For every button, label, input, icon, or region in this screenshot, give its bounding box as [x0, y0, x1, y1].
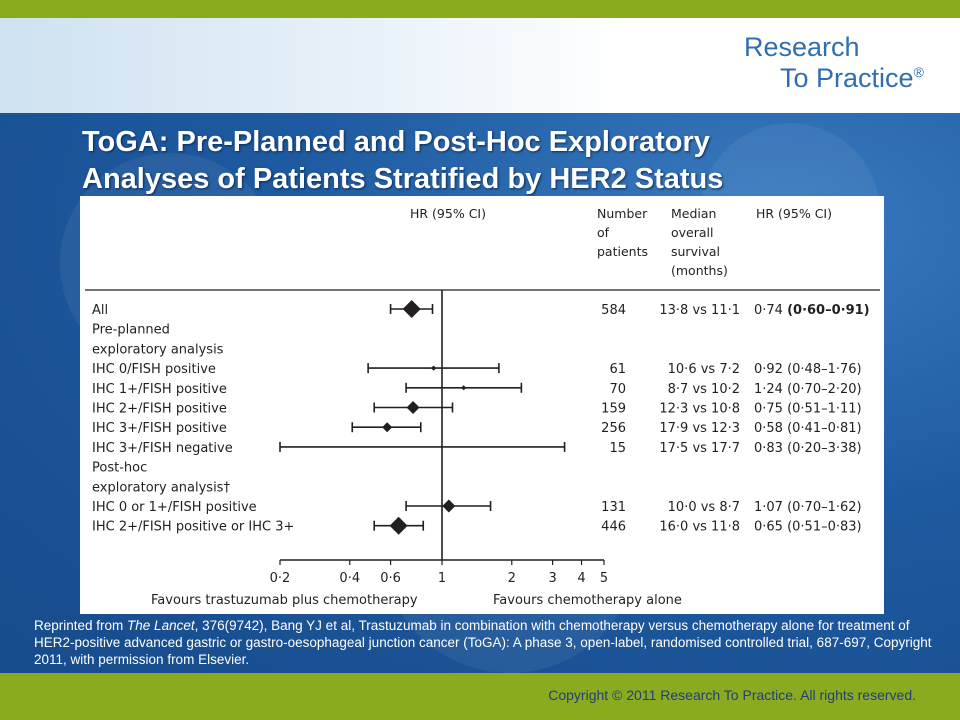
- row-ci-value: (0·60–0·91): [787, 303, 870, 318]
- row-hr-ci: 0·92 (0·48–1·76): [754, 362, 862, 377]
- row-label: IHC 0/FISH positive: [92, 362, 216, 377]
- hr-marker: [389, 516, 408, 535]
- row-label: IHC 3+/FISH positive: [92, 421, 227, 436]
- footer-bar: [0, 673, 960, 720]
- row-n: 584: [601, 303, 626, 318]
- row-ci-value: (0·51–0·83): [787, 520, 862, 535]
- header-median-survival: Median: [671, 206, 716, 221]
- row-n: 446: [601, 520, 626, 535]
- hr-marker: [461, 385, 467, 391]
- citation-journal: The Lancet: [127, 618, 195, 633]
- row-label: All: [92, 303, 108, 318]
- logo-line1: Research: [744, 32, 860, 62]
- header-number-of-patients: Number: [597, 206, 648, 221]
- row-median: 17·5 vs 17·7: [659, 441, 740, 456]
- copyright-text: Copyright © 2011 Research To Practice. A…: [548, 687, 916, 703]
- x-tick-label: 5: [600, 571, 608, 586]
- row-label: Post-hoc: [92, 461, 147, 476]
- row-ci-value: (0·20–3·38): [787, 441, 862, 456]
- row-n: 131: [601, 500, 626, 515]
- x-tick-label: 0·2: [270, 571, 291, 586]
- header-median-survival: survival: [671, 244, 720, 259]
- favours-left-label: Favours trastuzumab plus chemotherapy: [151, 593, 418, 608]
- forest-plot-panel: HR (95% CI) Number of patients Median overall…: [80, 196, 884, 614]
- row-label: IHC 1+/FISH positive: [92, 382, 227, 397]
- header-median-survival: overall: [671, 225, 713, 240]
- x-tick-label: 2: [508, 571, 516, 586]
- header-number-of-patients: patients: [597, 244, 648, 259]
- row-median: 10·0 vs 8·7: [668, 500, 740, 515]
- row-ci-value: (0·48–1·76): [787, 362, 862, 377]
- row-hr-ci: 0·83 (0·20–3·38): [754, 441, 862, 456]
- row-label: Pre-planned: [92, 323, 170, 338]
- citation-prefix: Reprinted from: [34, 618, 128, 633]
- citation-note: Reprinted from The Lancet, 376(9742), Ba…: [34, 617, 934, 668]
- hr-marker: [402, 300, 421, 318]
- title-line1: ToGA: Pre-Planned and Post-Hoc Explorato…: [82, 126, 710, 158]
- row-ci-value: (0·51–1·11): [787, 402, 862, 417]
- row-median: 8·7 vs 10·2: [668, 382, 740, 397]
- row-hr-ci: 0·65 (0·51–0·83): [754, 520, 862, 535]
- row-hr-value: 0·58: [754, 421, 787, 436]
- row-n: 159: [601, 402, 626, 417]
- hr-marker: [442, 499, 456, 513]
- row-ci-value: (0·41–0·81): [787, 421, 862, 436]
- row-hr-value: 0·75: [754, 402, 787, 417]
- row-hr-ci: 0·58 (0·41–0·81): [754, 421, 862, 436]
- x-tick-label: 3: [548, 571, 556, 586]
- hr-marker: [431, 365, 437, 371]
- row-label: exploratory analysis†: [92, 480, 230, 495]
- header-band: [0, 18, 960, 113]
- row-hr-value: 0·74: [754, 303, 787, 318]
- row-label: exploratory analysis: [92, 342, 224, 357]
- row-median: 13·8 vs 11·1: [659, 303, 740, 318]
- row-n: 61: [609, 362, 626, 377]
- forest-plot: HR (95% CI) Number of patients Median overall…: [85, 206, 880, 608]
- row-label: IHC 0 or 1+/FISH positive: [92, 500, 257, 515]
- row-hr-ci: 0·74 (0·60–0·91): [754, 303, 870, 318]
- favours-right-label: Favours chemotherapy alone: [493, 593, 682, 608]
- row-hr-ci: 1·24 (0·70–2·20): [754, 382, 862, 397]
- row-hr-value: 1·24: [754, 382, 787, 397]
- header-number-of-patients: of: [597, 225, 610, 240]
- plot-header-hr: HR (95% CI): [410, 206, 486, 221]
- row-n: 70: [609, 382, 626, 397]
- top-accent-bar: [0, 0, 960, 18]
- row-n: 15: [609, 441, 626, 456]
- logo-line2-text: To Practice: [780, 63, 914, 93]
- row-hr-value: 0·83: [754, 441, 787, 456]
- row-median: 17·9 vs 12·3: [659, 421, 740, 436]
- logo-line2: To Practice®: [780, 63, 924, 94]
- slide-title: ToGA: Pre-Planned and Post-Hoc Explorato…: [82, 124, 882, 198]
- x-tick-label: 0·6: [380, 571, 401, 586]
- row-median: 10·6 vs 7·2: [668, 362, 740, 377]
- hr-marker: [406, 401, 420, 414]
- row-label: IHC 3+/FISH negative: [92, 441, 233, 456]
- row-n: 256: [601, 421, 626, 436]
- row-hr-value: 0·65: [754, 520, 787, 535]
- x-tick-label: 4: [577, 571, 585, 586]
- x-tick-label: 1: [438, 571, 446, 586]
- hr-marker: [382, 422, 393, 433]
- row-hr-value: 1·07: [754, 500, 787, 515]
- row-hr-ci: 1·07 (0·70–1·62): [754, 500, 862, 515]
- row-ci-value: (0·70–2·20): [787, 382, 862, 397]
- row-median: 16·0 vs 11·8: [659, 520, 740, 535]
- row-hr-ci: 0·75 (0·51–1·11): [754, 402, 862, 417]
- x-tick-label: 0·4: [339, 571, 360, 586]
- header-hr-ci: HR (95% CI): [756, 206, 832, 221]
- citation-rest: , 376(9742), Bang YJ et al, Trastuzumab …: [34, 618, 932, 667]
- row-ci-value: (0·70–1·62): [787, 500, 862, 515]
- title-line2: Analyses of Patients Stratified by HER2 …: [82, 163, 724, 195]
- row-median: 12·3 vs 10·8: [659, 402, 740, 417]
- registered-mark: ®: [913, 64, 924, 80]
- row-hr-value: 0·92: [754, 362, 787, 377]
- row-label: IHC 2+/FISH positive: [92, 402, 227, 417]
- header-median-survival: (months): [671, 263, 728, 278]
- row-label: IHC 2+/FISH positive or IHC 3+: [92, 520, 294, 535]
